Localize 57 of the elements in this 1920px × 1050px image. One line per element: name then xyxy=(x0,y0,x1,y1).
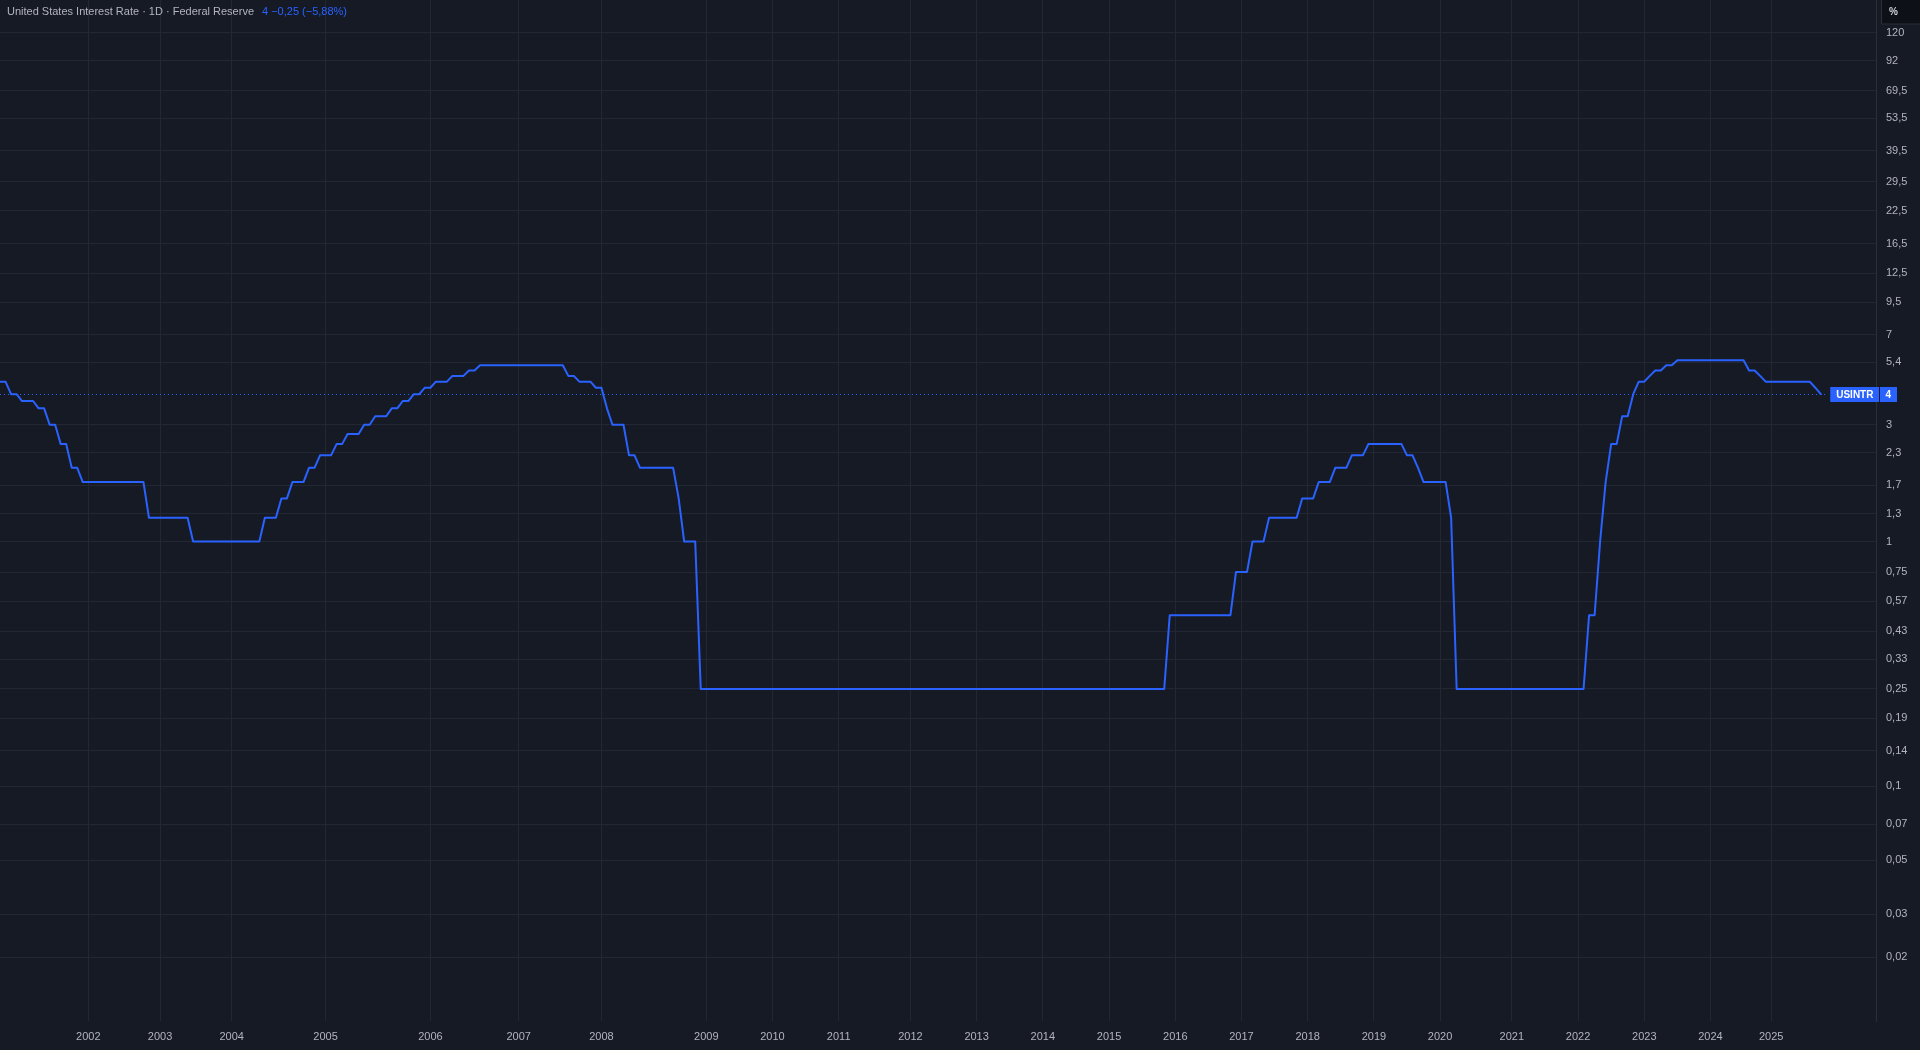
y-tick-label: 22,5 xyxy=(1886,203,1908,216)
x-tick-label: 2005 xyxy=(313,1029,338,1042)
x-tick-label: 2003 xyxy=(147,1029,173,1042)
x-tick-label: 2015 xyxy=(1096,1029,1122,1042)
x-tick-label: 2009 xyxy=(694,1029,719,1042)
y-tick-label: 1,3 xyxy=(1886,506,1902,519)
y-tick-label: 16,5 xyxy=(1886,236,1908,249)
y-tick-label: 0,1 xyxy=(1886,779,1902,792)
y-tick-label: 120 xyxy=(1886,25,1905,38)
x-tick-label: 2002 xyxy=(76,1029,101,1042)
x-tick-label: 2006 xyxy=(418,1029,443,1042)
y-tick-label: 0,19 xyxy=(1886,711,1908,724)
x-tick-label: 2017 xyxy=(1229,1029,1254,1042)
x-tick-label: 2011 xyxy=(826,1029,851,1042)
y-tick-label: 0,14 xyxy=(1886,743,1908,756)
y-tick-label: 92 xyxy=(1886,53,1899,66)
x-tick-label: 2008 xyxy=(589,1029,614,1042)
text: 4 −0,25 (−5,88%) xyxy=(262,5,348,18)
x-tick-label: 2012 xyxy=(898,1029,923,1042)
y-tick-label: 3 xyxy=(1886,417,1893,430)
y-tick-label: 39,5 xyxy=(1886,143,1908,156)
x-tick-label: 2016 xyxy=(1163,1029,1188,1042)
x-tick-label: 2021 xyxy=(1499,1029,1525,1042)
x-tick-label: 2010 xyxy=(760,1029,785,1042)
ref-line-label: USINTR 4 xyxy=(1836,388,1892,400)
text: United States Interest Rate · 1D · Federal Reserve xyxy=(7,5,254,18)
y-tick-label: 0,07 xyxy=(1886,817,1908,830)
x-tick-label: 2020 xyxy=(1427,1029,1453,1042)
y-tick-label: 0,05 xyxy=(1886,853,1908,866)
y-tick-label: 1 xyxy=(1886,534,1893,547)
x-tick-label: 2018 xyxy=(1295,1029,1320,1042)
y-tick-label: 0,02 xyxy=(1886,950,1908,963)
y-tick-label: 0,03 xyxy=(1886,907,1908,920)
y-axis-title: % xyxy=(1889,5,1898,17)
x-tick-label: 2022 xyxy=(1565,1029,1591,1042)
x-tick-label: 2023 xyxy=(1632,1029,1657,1042)
y-tick-label: 0,75 xyxy=(1886,565,1908,578)
x-tick-label: 2025 xyxy=(1758,1029,1784,1042)
y-tick-label: 1,7 xyxy=(1886,478,1902,491)
y-tick-label: 5,4 xyxy=(1886,355,1902,368)
x-tick-label: 2014 xyxy=(1030,1029,1056,1042)
x-tick-label: 2004 xyxy=(219,1029,244,1042)
y-tick-label: 12,5 xyxy=(1886,266,1908,279)
y-tick-label: 0,57 xyxy=(1886,594,1908,607)
x-tick-label: 2013 xyxy=(964,1029,989,1042)
y-tick-label: 2,3 xyxy=(1886,446,1902,459)
y-tick-label: 53,5 xyxy=(1886,111,1908,124)
x-tick-label: 2024 xyxy=(1698,1029,1723,1042)
y-tick-label: 7 xyxy=(1886,327,1893,340)
x-tick-label: 2007 xyxy=(506,1029,531,1042)
y-tick-label: 69,5 xyxy=(1886,83,1908,96)
y-tick-label: 0,25 xyxy=(1886,681,1908,694)
y-tick-label: 9,5 xyxy=(1886,295,1902,308)
x-tick-label: 2019 xyxy=(1361,1029,1387,1042)
y-tick-label: 0,43 xyxy=(1886,624,1908,637)
y-tick-label: 29,5 xyxy=(1886,174,1908,187)
y-tick-label: 0,33 xyxy=(1886,652,1908,665)
